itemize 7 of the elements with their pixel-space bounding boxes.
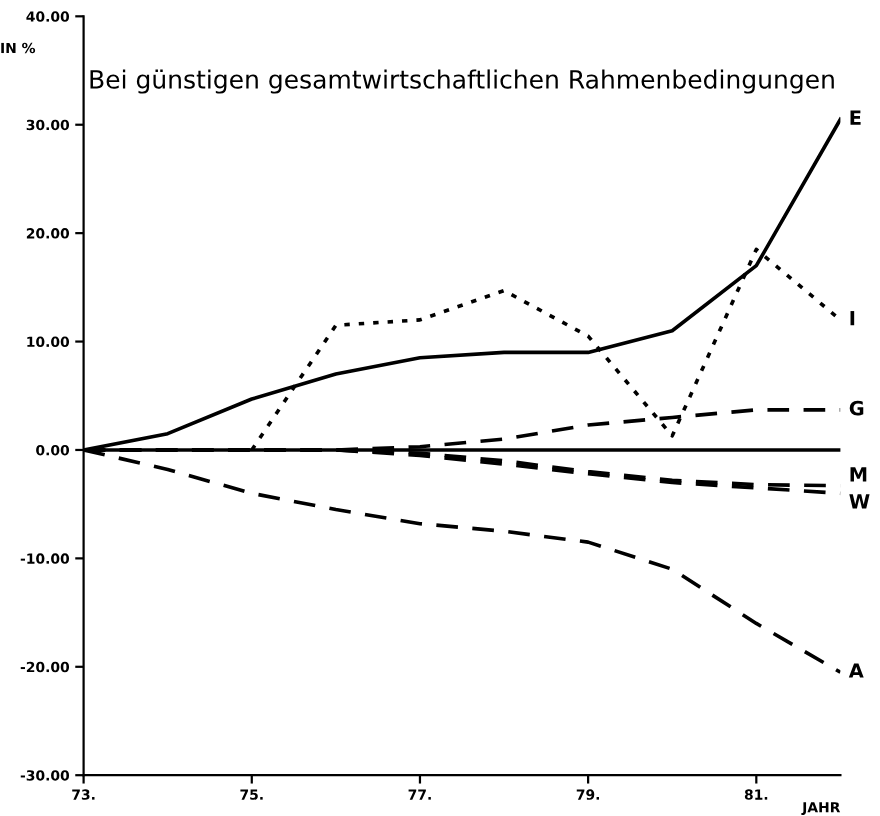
text: Bei günstigen gesamtwirtschaftlichen Rahmenbedingungen	[90, 69, 834, 94]
series-label: W	[849, 494, 870, 509]
series-label: I	[850, 311, 855, 326]
series-label: A	[848, 663, 864, 678]
series-label: E	[850, 110, 861, 125]
series-label: G	[849, 400, 864, 416]
series-label: M	[850, 467, 867, 482]
